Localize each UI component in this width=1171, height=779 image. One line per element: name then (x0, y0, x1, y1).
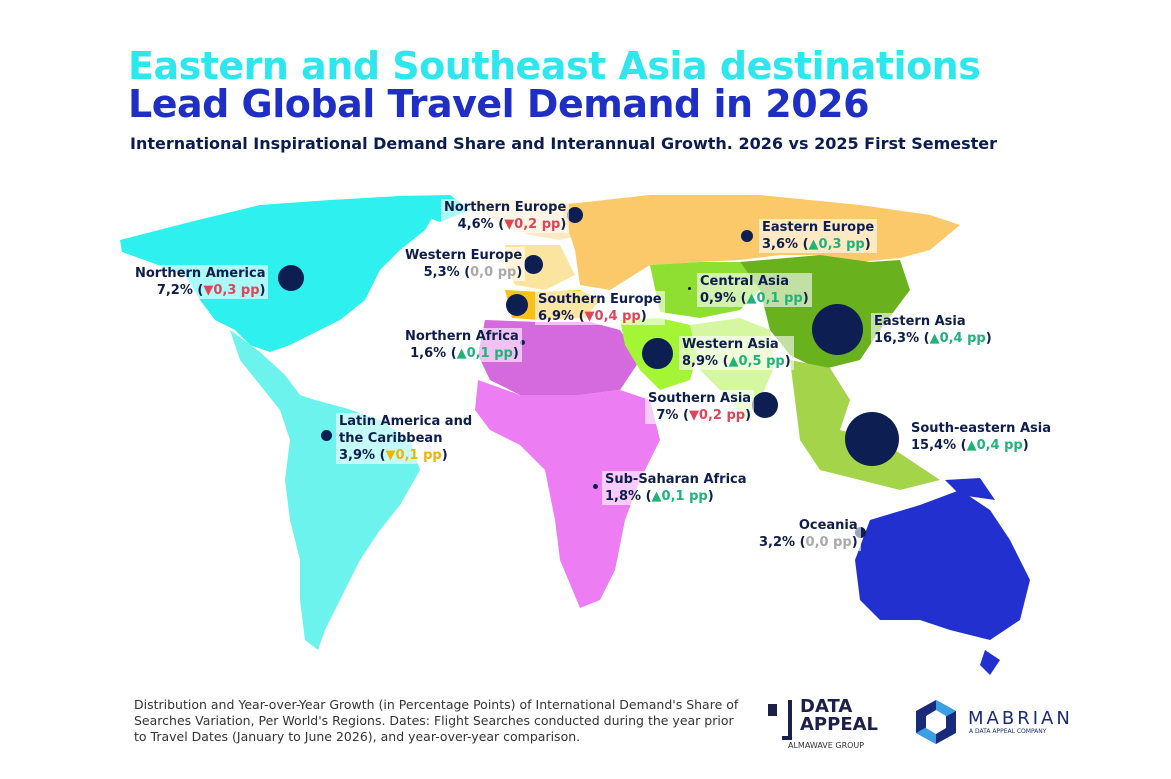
subtitle: International Inspirational Demand Share… (130, 134, 998, 153)
region-oceania (855, 490, 1030, 640)
label-oceania: Oceania 3,2% (0,0 pp) (756, 517, 861, 551)
region-south-eastern-asia (790, 360, 940, 490)
label-eastern-europe: Eastern Europe 3,6% (▲0,3 pp) (759, 219, 878, 253)
region-latin-america (230, 330, 420, 650)
bubble-northern-africa[interactable] (520, 340, 525, 345)
title-line-2: Lead Global Travel Demand in 2026 (128, 82, 870, 126)
label-southern-europe: Southern Europe 6,9% (▼0,4 pp) (535, 291, 665, 325)
logo1-line2: APPEAL (800, 714, 879, 735)
logo-bracket-icon (782, 700, 792, 740)
bubble-southern-asia[interactable] (752, 392, 778, 418)
bubble-sub-saharan-africa[interactable] (593, 484, 598, 489)
logo-square-icon (768, 704, 777, 716)
title-line-1: Eastern and Southeast Asia destinations (128, 44, 981, 88)
label-western-asia: Western Asia 8,9% (▲0,5 pp) (679, 336, 794, 370)
bubble-western-europe[interactable] (524, 255, 543, 274)
bubble-central-asia[interactable] (688, 287, 691, 290)
label-western-europe: Western Europe 5,3% (0,0 pp) (402, 247, 526, 281)
logo2-sub: A DATA APPEAL COMPANY (969, 728, 1047, 735)
bubble-south-eastern-asia[interactable] (845, 412, 899, 466)
hexagon-logo-icon (916, 700, 956, 744)
logo2-name: MABRIAN (968, 708, 1073, 729)
bubble-northern-europe[interactable] (567, 207, 583, 223)
label-sub-saharan-africa: Sub-Saharan Africa 1,8% (▲0,1 pp) (602, 471, 750, 505)
bubble-western-asia[interactable] (642, 338, 673, 369)
bubble-latin-america[interactable] (321, 430, 332, 441)
bubble-northern-america[interactable] (278, 265, 304, 291)
label-southern-asia: Southern Asia 7% (▼0,2 pp) (645, 390, 755, 424)
region-sub-saharan-africa (475, 380, 660, 608)
label-northern-europe: Northern Europe 4,6% (▼0,2 pp) (441, 199, 570, 233)
label-northern-africa: Northern Africa 1,6% (▲0,1 pp) (402, 328, 522, 362)
logo1-line1: DATA (800, 696, 853, 717)
bubble-eastern-asia[interactable] (812, 304, 863, 355)
bubble-southern-europe[interactable] (506, 294, 528, 316)
bubble-eastern-europe[interactable] (741, 230, 753, 242)
label-northern-america: Northern America 7,2% (▼0,3 pp) (132, 265, 269, 299)
label-south-eastern-asia: South-eastern Asia 15,4% (▲0,4 pp) (908, 420, 1054, 454)
label-eastern-asia: Eastern Asia 16,3% (▲0,4 pp) (871, 313, 995, 347)
label-latin-america: Latin America and the Caribbean 3,9% (▼0… (336, 413, 476, 464)
label-central-asia: Central Asia 0,9% (▲0,1 pp) (697, 273, 812, 307)
footer-note: Distribution and Year-over-Year Growth (… (134, 697, 739, 744)
logo1-sub: ALMAWAVE GROUP (788, 741, 865, 750)
